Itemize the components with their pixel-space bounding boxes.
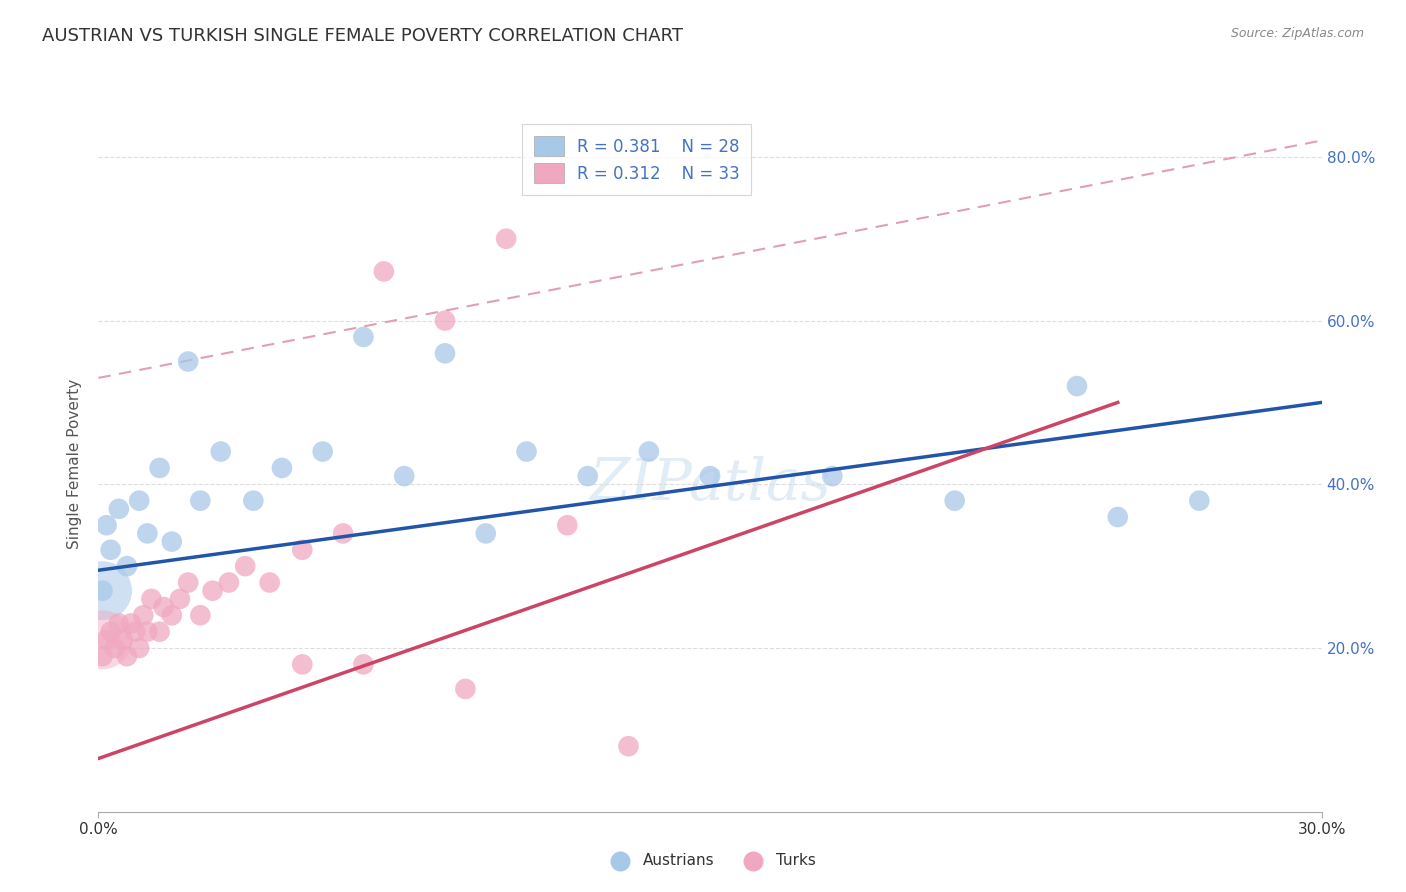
Point (233, 559, 256, 574)
Point (474, 526, 498, 541)
Point (201, 583, 224, 598)
Point (177, 575, 200, 590)
Point (136, 526, 159, 541)
Point (160, 608, 183, 623)
Point (454, 681, 477, 696)
Point (242, 493, 264, 508)
Point (115, 559, 138, 574)
Point (96, 632, 118, 647)
Text: ZIPatlas: ZIPatlas (589, 457, 831, 513)
Point (821, 469, 844, 483)
Point (516, 444, 538, 458)
Point (91, 649, 114, 664)
Y-axis label: Single Female Poverty: Single Female Poverty (67, 379, 83, 549)
Point (132, 608, 155, 623)
Point (91, 632, 114, 647)
Point (120, 616, 142, 631)
Point (128, 640, 150, 655)
Legend: Austrians, Turks: Austrians, Turks (599, 847, 821, 873)
Point (169, 591, 191, 606)
Point (576, 469, 599, 483)
Point (160, 534, 183, 549)
Point (312, 444, 335, 458)
Point (141, 591, 163, 606)
Point (495, 232, 517, 246)
Point (434, 346, 457, 360)
Point (352, 330, 374, 344)
Point (1066, 379, 1088, 393)
Point (149, 461, 172, 475)
Point (1107, 510, 1129, 524)
Point (188, 493, 212, 508)
Point (209, 444, 232, 458)
Point (373, 264, 395, 278)
Point (104, 640, 127, 655)
Point (1188, 493, 1211, 508)
Point (128, 493, 150, 508)
Point (149, 624, 172, 639)
Point (332, 526, 354, 541)
Point (259, 575, 281, 590)
Point (108, 616, 131, 631)
Point (152, 600, 174, 615)
Point (352, 657, 374, 672)
Point (557, 518, 579, 533)
Point (115, 649, 138, 664)
Point (943, 493, 966, 508)
Point (638, 444, 661, 458)
Point (111, 632, 134, 647)
Point (291, 657, 314, 672)
Point (392, 469, 416, 483)
Point (218, 575, 240, 590)
Point (291, 542, 314, 557)
Point (124, 624, 146, 639)
Point (270, 461, 294, 475)
Point (108, 501, 131, 516)
Point (136, 624, 159, 639)
Point (100, 624, 122, 639)
Point (96, 518, 118, 533)
Text: AUSTRIAN VS TURKISH SINGLE FEMALE POVERTY CORRELATION CHART: AUSTRIAN VS TURKISH SINGLE FEMALE POVERT… (42, 27, 683, 45)
Point (91, 583, 114, 598)
Point (177, 354, 200, 368)
Point (100, 542, 122, 557)
Point (434, 313, 457, 327)
Point (617, 739, 640, 754)
Point (91, 583, 114, 598)
Point (699, 469, 721, 483)
Text: Source: ZipAtlas.com: Source: ZipAtlas.com (1230, 27, 1364, 40)
Point (188, 608, 212, 623)
